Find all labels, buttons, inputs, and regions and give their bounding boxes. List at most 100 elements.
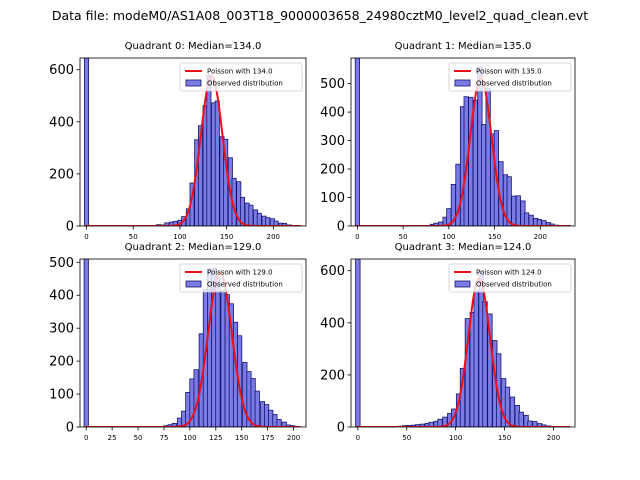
legend: Poisson with 129.0 Observed distribution	[179, 263, 303, 293]
histogram-bar	[273, 220, 279, 226]
histogram-bar	[272, 414, 278, 427]
histogram-bar	[254, 390, 260, 427]
legend-bar-swatch	[185, 79, 202, 87]
x-tick-label: 125	[209, 434, 222, 442]
legend: Poisson with 124.0 Observed distribution	[448, 263, 572, 293]
x-tick-label: 50	[129, 233, 138, 241]
x-tick-label: 150	[235, 434, 248, 442]
y-tick-label: 0	[66, 421, 74, 436]
y-tick-label: 0	[337, 220, 345, 235]
y-tick-label: 500	[320, 77, 345, 92]
quadrant-0-title: Quadrant 0: Median=134.0	[125, 41, 262, 52]
legend-box	[179, 62, 303, 92]
y-tick-label: 100	[320, 191, 345, 206]
histogram-bar	[197, 125, 203, 226]
x-tick-label: 75	[160, 434, 169, 442]
x-tick-label: 50	[134, 434, 143, 442]
histogram-bar	[515, 195, 521, 226]
histogram-bar	[264, 404, 270, 427]
histogram-bar	[518, 411, 524, 427]
x-tick-label: 0	[84, 434, 88, 442]
plot-area	[354, 58, 571, 226]
y-tick-label: 400	[49, 115, 74, 130]
y-tick-label: 300	[320, 134, 345, 149]
histogram-bar	[482, 301, 488, 427]
y-tick-label: 0	[337, 421, 345, 436]
legend-observed-label: Observed distribution	[476, 80, 552, 88]
axes-frame	[79, 57, 307, 227]
x-tick-label: 25	[108, 434, 117, 442]
spike-bar	[83, 259, 89, 427]
axes-frame	[350, 57, 576, 227]
y-tick-label: 400	[320, 106, 345, 121]
x-tick-label: 0	[355, 233, 359, 241]
histogram-bar	[472, 99, 478, 226]
legend: Poisson with 135.0 Observed distribution	[448, 62, 572, 92]
histogram-bar	[164, 222, 170, 226]
histogram-bar	[256, 212, 262, 226]
histogram-bar	[220, 290, 226, 427]
histogram-bar	[206, 74, 212, 226]
quadrant-3-chart: Quadrant 3: Median=124.0 0 50 100 150 200 0 200…	[320, 242, 576, 442]
histogram-bar	[511, 195, 517, 226]
x-tick-label: 150	[220, 233, 233, 241]
legend-bar-swatch	[185, 280, 202, 288]
y-tick-label: 200	[49, 167, 74, 182]
legend-poisson-label: Poisson with 135.0	[476, 68, 542, 76]
legend-box	[179, 263, 303, 293]
histogram-bar	[250, 378, 256, 427]
legend-bar-swatch	[454, 280, 471, 288]
x-tick-label: 200	[547, 434, 560, 442]
legend-box	[448, 62, 572, 92]
spike-bar	[84, 58, 90, 226]
x-tick-label: 200	[534, 233, 547, 241]
quadrant-3-title: Quadrant 3: Median=124.0	[395, 242, 532, 253]
spike-bar	[354, 58, 360, 226]
legend-box	[448, 263, 572, 293]
histogram-bar	[214, 100, 220, 226]
poisson-curve	[355, 76, 571, 226]
quadrant-2-title: Quadrant 2: Median=129.0	[125, 242, 262, 253]
histogram-bar	[259, 401, 266, 427]
x-tick-label: 200	[287, 434, 300, 442]
histogram-bar	[172, 220, 178, 226]
legend-observed-label: Observed distribution	[476, 281, 552, 289]
y-tick-label: 200	[320, 368, 345, 383]
histogram-bar	[473, 290, 479, 427]
y-tick-label: 200	[49, 355, 74, 370]
poisson-curve	[355, 277, 571, 427]
x-tick-label: 175	[261, 434, 274, 442]
histogram-bar	[480, 124, 487, 226]
histogram-bar	[242, 362, 248, 427]
y-tick-label: 600	[320, 264, 345, 279]
legend: Poisson with 134.0 Observed distribution	[179, 62, 303, 92]
legend-poisson-label: Poisson with 124.0	[476, 269, 542, 277]
x-tick-label: 150	[488, 233, 501, 241]
legend-observed-label: Observed distribution	[207, 281, 283, 289]
histogram-bar	[282, 222, 288, 226]
histogram-bar	[207, 268, 213, 427]
x-tick-label: 100	[183, 434, 196, 442]
quadrant-1-title: Quadrant 1: Median=135.0	[395, 41, 532, 52]
y-tick-label: 300	[49, 322, 74, 337]
x-tick-label: 200	[267, 233, 280, 241]
legend-poisson-label: Poisson with 134.0	[207, 68, 273, 76]
histogram-bar	[265, 217, 271, 226]
legend-bar-swatch	[454, 79, 471, 87]
x-tick-label: 100	[442, 233, 455, 241]
x-tick-label: 100	[173, 233, 186, 241]
x-tick-label: 150	[498, 434, 511, 442]
y-tick-label: 500	[49, 256, 74, 271]
histogram-bar	[528, 214, 534, 226]
histogram-bar	[248, 204, 254, 226]
x-tick-label: 0	[356, 434, 360, 442]
x-tick-label: 50	[402, 434, 411, 442]
y-tick-label: 400	[320, 316, 345, 331]
y-tick-label: 200	[320, 163, 345, 178]
histogram-bar	[509, 396, 516, 427]
histogram-bar	[276, 419, 282, 427]
histogram-bar	[281, 421, 287, 427]
legend-observed-label: Observed distribution	[207, 80, 283, 88]
x-tick-label: 100	[449, 434, 462, 442]
axes-frame	[350, 258, 576, 428]
